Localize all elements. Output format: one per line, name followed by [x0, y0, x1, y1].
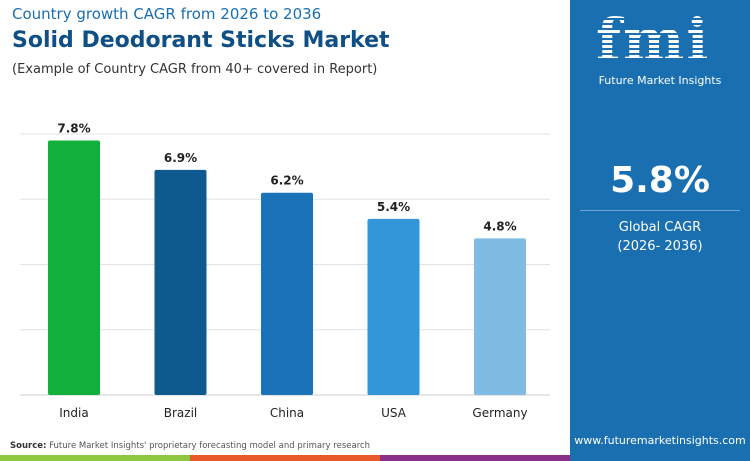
website-link[interactable]: www.futuremarketinsights.com — [574, 434, 746, 447]
data-label: 4.8% — [483, 219, 516, 233]
global-cagr-value: 5.8% — [610, 160, 710, 201]
x-tick-label: Germany — [472, 406, 527, 420]
bar-chart: 7.8% India 6.9% Brazil 6.2% China 5.4% USA 4.8% G… — [20, 122, 550, 420]
bar-china — [261, 192, 313, 395]
logo-subtitle: Future Market Insights — [598, 74, 722, 87]
data-label: 5.4% — [377, 200, 410, 214]
chart-subtitle: Country growth CAGR from 2026 to 2036 — [12, 5, 322, 23]
x-tick-label: China — [270, 406, 304, 420]
data-label: 6.9% — [164, 151, 197, 165]
global-cagr-label: Global CAGR (2026- 2036) — [617, 220, 703, 254]
chart-note: (Example of Country CAGR from 40+ covere… — [12, 62, 378, 77]
chart-title: Solid Deodorant Sticks Market — [12, 28, 390, 53]
strip-orange — [190, 455, 380, 461]
strip-green — [0, 455, 190, 461]
data-label: 7.8% — [57, 122, 90, 136]
fmi-logo: fmi — [596, 6, 711, 74]
bar-usa — [367, 218, 420, 395]
side-panel: fmi Future Market Insights 5.8% Global C… — [570, 0, 750, 461]
x-tick-label: USA — [381, 406, 407, 420]
strip-purple — [380, 455, 570, 461]
source-note: Source: Future Market Insights' propriet… — [10, 441, 371, 451]
bar-germany — [474, 238, 526, 395]
divider — [580, 210, 740, 211]
bar-india — [48, 140, 100, 395]
bar-brazil — [154, 169, 207, 395]
x-tick-label: India — [59, 406, 88, 420]
data-label: 6.2% — [270, 174, 303, 188]
x-tick-label: Brazil — [164, 406, 198, 420]
